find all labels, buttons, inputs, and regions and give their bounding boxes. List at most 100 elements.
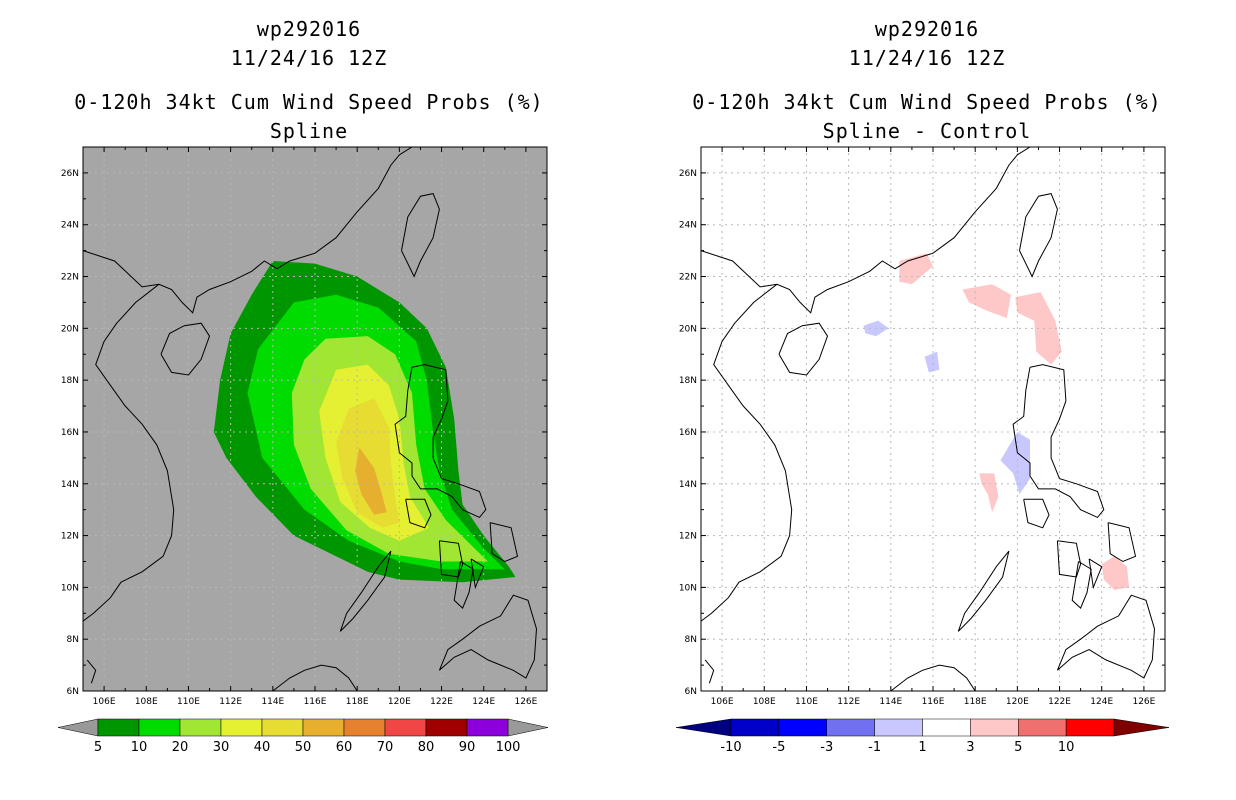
right-panel: wp292016 11/24/16 12Z 0-120h 34kt Cum Wi… xyxy=(618,0,1236,800)
colorbar-label: -3 xyxy=(820,740,833,755)
colorbar-label: -1 xyxy=(868,740,881,755)
coastline xyxy=(1088,558,1103,590)
colorbar-label: 90 xyxy=(459,740,476,755)
colorbar-swatch xyxy=(730,718,780,737)
y-tick-label: 8N xyxy=(685,635,697,645)
coastline xyxy=(86,659,97,684)
coastline xyxy=(401,193,440,278)
coastline xyxy=(339,550,392,632)
x-tick-label: 124E xyxy=(472,697,495,707)
coastline xyxy=(700,146,1031,314)
y-tick-label: 14N xyxy=(61,480,79,490)
storm-id: wp292016 xyxy=(256,17,362,41)
coastline xyxy=(272,664,358,692)
axes: 106E 108E 110E 112E 114E 116E 118E 120E 122E 124E… xyxy=(61,146,548,707)
contour-region xyxy=(1000,432,1030,495)
x-tick-label: 114E xyxy=(261,697,284,707)
y-tick-label: 6N xyxy=(685,687,697,697)
contour-fills xyxy=(213,261,516,583)
y-tick-label: 22N xyxy=(61,273,79,283)
y-tick-label: 8N xyxy=(67,635,79,645)
colorbar-low-arrow xyxy=(675,718,732,737)
x-tick-label: 110E xyxy=(795,697,818,707)
x-tick-label: 124E xyxy=(1090,697,1113,707)
x-tick-label: 112E xyxy=(837,697,860,707)
y-tick-label: 16N xyxy=(679,428,697,438)
colorbar-swatch xyxy=(1065,718,1115,737)
left-panel: wp292016 11/24/16 12Z 0-120h 34kt Cum Wi… xyxy=(57,17,549,755)
colorbar-label: 10 xyxy=(131,740,148,755)
coastline xyxy=(82,283,175,622)
x-tick-label: 114E xyxy=(879,697,902,707)
y-tick-label: 12N xyxy=(61,532,79,542)
x-tick-label: 108E xyxy=(135,697,158,707)
difference-map: 106E 108E 110E 112E 114E 116E 118E 120E 122E 124E… xyxy=(675,146,1170,755)
coastline xyxy=(704,659,715,684)
x-tick-label: 106E xyxy=(711,697,734,707)
coastline xyxy=(438,594,538,679)
colorbar-swatch xyxy=(220,718,263,737)
colorbar-label: 100 xyxy=(496,740,521,755)
plot-subtitle: Spline xyxy=(269,119,349,143)
coastline xyxy=(957,550,1010,632)
y-tick-label: 6N xyxy=(67,687,79,697)
colorbar-swatch xyxy=(826,718,875,737)
coastline xyxy=(438,540,464,578)
y-tick-label: 20N xyxy=(679,324,697,334)
y-tick-label: 16N xyxy=(61,428,79,438)
coastline xyxy=(778,322,829,376)
colorbar-label: 5 xyxy=(94,740,102,755)
colorbar-swatch xyxy=(138,718,181,737)
coastlines xyxy=(82,146,538,692)
coastline xyxy=(470,558,485,590)
y-tick-label: 10N xyxy=(61,583,79,593)
axes: 106E 108E 110E 112E 114E 116E 118E 120E 122E 124E… xyxy=(679,146,1166,707)
y-tick-label: 24N xyxy=(61,221,79,231)
y-tick-label: 12N xyxy=(679,532,697,542)
coastlines xyxy=(700,146,1156,692)
x-tick-label: 112E xyxy=(219,697,242,707)
contour-region xyxy=(962,284,1011,318)
colorbar-swatch xyxy=(384,718,427,737)
colorbar-swatch xyxy=(179,718,222,737)
x-tick-label: 108E xyxy=(753,697,776,707)
y-tick-label: 26N xyxy=(61,169,79,179)
x-tick-label: 122E xyxy=(1048,697,1071,707)
colorbar-label: 20 xyxy=(172,740,189,755)
coastline xyxy=(489,522,519,563)
colorbar-label: -5 xyxy=(772,740,785,755)
colorbar-label: 5 xyxy=(1014,740,1022,755)
y-tick-label: 26N xyxy=(679,169,697,179)
y-tick-label: 18N xyxy=(679,376,697,386)
y-tick-label: 24N xyxy=(679,221,697,231)
plot-title: 0-120h 34kt Cum Wind Speed Probs (%) xyxy=(692,90,1162,114)
x-tick-label: 118E xyxy=(964,697,987,707)
contour-region xyxy=(1101,556,1130,590)
x-tick-label: 106E xyxy=(93,697,116,707)
coastline xyxy=(1023,498,1050,529)
x-tick-label: 110E xyxy=(177,697,200,707)
coastline xyxy=(1019,193,1058,278)
x-tick-label: 116E xyxy=(304,697,327,707)
y-tick-label: 20N xyxy=(61,324,79,334)
coastline xyxy=(1107,522,1137,563)
x-tick-label: 118E xyxy=(346,697,369,707)
storm-id: wp292016 xyxy=(874,17,980,41)
colorbar-label: 50 xyxy=(295,740,312,755)
spline-map: 106E 108E 110E 112E 114E 116E 118E 120E 122E 124E… xyxy=(57,146,549,755)
colorbar-swatch xyxy=(302,718,345,737)
colorbar-swatch xyxy=(466,718,509,737)
x-tick-label: 126E xyxy=(1132,697,1155,707)
colorbar-swatch xyxy=(778,718,827,737)
y-tick-label: 14N xyxy=(679,480,697,490)
y-tick-label: 10N xyxy=(679,583,697,593)
colorbar-low-arrow xyxy=(57,718,99,737)
coastline xyxy=(82,146,413,314)
datetime: 11/24/16 12Z xyxy=(230,46,388,70)
colorbar-swatch xyxy=(425,718,468,737)
x-tick-label: 116E xyxy=(922,697,945,707)
colorbar-label: 80 xyxy=(418,740,435,755)
colorbar-label: 40 xyxy=(254,740,271,755)
y-tick-label: 18N xyxy=(61,376,79,386)
colorbar-label: 60 xyxy=(336,740,353,755)
